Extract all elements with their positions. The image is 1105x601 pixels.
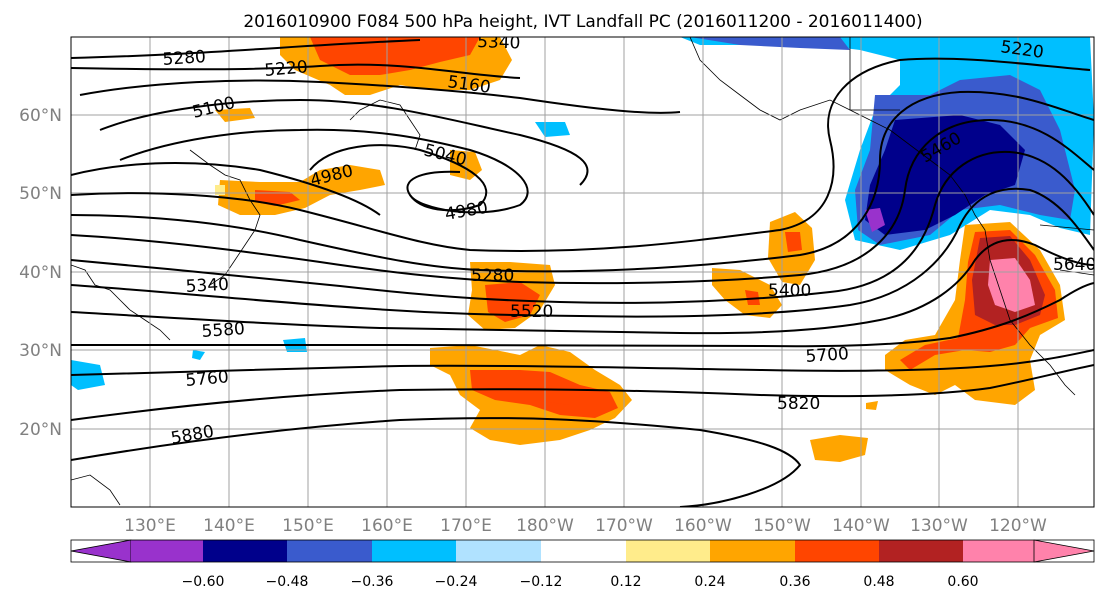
lon-tick-label: 180°W <box>516 516 574 536</box>
lon-tick-label: 150°E <box>282 516 334 536</box>
colorbar-tick-label: −0.48 <box>266 574 309 590</box>
ivt-positive-region <box>520 380 590 405</box>
colorbar-tick-label: 0.12 <box>610 574 641 590</box>
colorbar-swatch <box>626 540 710 562</box>
ivt-positive-region <box>255 190 300 206</box>
lat-tick-label: 40°N <box>19 263 62 283</box>
lon-tick-label: 140°E <box>203 516 255 536</box>
contour-label: 5820 <box>777 394 820 414</box>
ivt-positive-region <box>785 232 802 252</box>
colorbar-extend-high <box>1033 539 1095 563</box>
ivt-positive-region <box>745 290 760 305</box>
colorbar-frame <box>70 539 1095 563</box>
contour-label: 5760 <box>185 367 230 391</box>
height-contours <box>71 39 1094 507</box>
colorbar-tick-label: −0.60 <box>182 574 225 590</box>
colorbar-swatch <box>963 540 1034 562</box>
lat-tick-label: 30°N <box>19 341 62 361</box>
map-panel: 5280 5220 5160 5340 5100 5040 4980 4980 … <box>70 32 1096 508</box>
lon-tick-label: 140°W <box>832 516 890 536</box>
colorbar-tick-label: −0.24 <box>435 574 478 590</box>
lat-tick-label: 60°N <box>19 106 62 126</box>
colorbar-extend-low <box>70 539 132 563</box>
contour-label: 5640 <box>1053 255 1096 275</box>
map-frame <box>70 36 1095 508</box>
lat-tick-label: 50°N <box>19 184 62 204</box>
contour-label: 5520 <box>510 302 553 322</box>
ivt-negative-region <box>865 115 1025 235</box>
contour-label: 5700 <box>805 344 850 367</box>
contour-label: 5280 <box>162 47 207 70</box>
colorbar-swatch <box>372 540 456 562</box>
ivt-positive-region <box>866 401 878 410</box>
colorbar-swatch <box>131 540 203 562</box>
lon-tick-label: 150°W <box>753 516 811 536</box>
colorbar-tick-label: 0.36 <box>779 574 810 590</box>
ivt-negative-region <box>865 208 885 232</box>
lon-tick-label: 170°W <box>595 516 653 536</box>
lon-tick-labels: 130°E 140°E 150°E 160°E 170°E 180°W 170°… <box>124 516 1047 536</box>
colorbar-tick-label: −0.12 <box>520 574 563 590</box>
contour-label: 5400 <box>768 281 811 301</box>
colorbar-tick-label: 0.60 <box>947 574 978 590</box>
colorbar-swatch <box>710 540 795 562</box>
coastlines <box>71 37 1094 506</box>
colorbar-swatch <box>203 540 287 562</box>
lat-tick-label: 20°N <box>19 420 62 440</box>
colorbar-tick-label: −0.36 <box>351 574 394 590</box>
ivt-positive-region <box>485 282 540 322</box>
colorbar-swatch <box>795 540 879 562</box>
contour-label: 5340 <box>477 32 521 53</box>
lat-tick-labels: 20°N 30°N 40°N 50°N 60°N <box>19 106 62 440</box>
contour-label: 5220 <box>264 57 309 81</box>
lon-tick-label: 120°W <box>989 516 1047 536</box>
colorbar-swatch <box>541 540 626 562</box>
contour-label: 5340 <box>185 275 229 297</box>
ivt-positive-region <box>810 435 868 462</box>
lon-tick-label: 160°W <box>674 516 732 536</box>
ivt-negative-region <box>535 122 570 137</box>
colorbar: −0.60 −0.48 −0.36 −0.24 −0.12 0.12 0.24 … <box>70 539 1095 590</box>
colorbar-tick-label: 0.24 <box>694 574 725 590</box>
lon-tick-label: 130°E <box>124 516 176 536</box>
colorbar-swatch <box>287 540 372 562</box>
figure-title: 2016010900 F084 500 hPa height, IVT Land… <box>243 12 922 32</box>
lon-tick-label: 170°E <box>440 516 492 536</box>
contour-label: 5280 <box>471 266 514 286</box>
colorbar-swatch <box>456 540 541 562</box>
ivt-negative-region <box>192 350 205 360</box>
ivt-negative-region <box>690 37 850 50</box>
colorbar-tick-label: 0.48 <box>863 574 894 590</box>
lon-tick-label: 130°W <box>910 516 968 536</box>
contour-label: 5580 <box>201 319 246 342</box>
colorbar-swatch <box>879 540 963 562</box>
colorbar-tick-labels: −0.60 −0.48 −0.36 −0.24 −0.12 0.12 0.24 … <box>182 574 979 590</box>
lon-tick-label: 160°E <box>361 516 413 536</box>
